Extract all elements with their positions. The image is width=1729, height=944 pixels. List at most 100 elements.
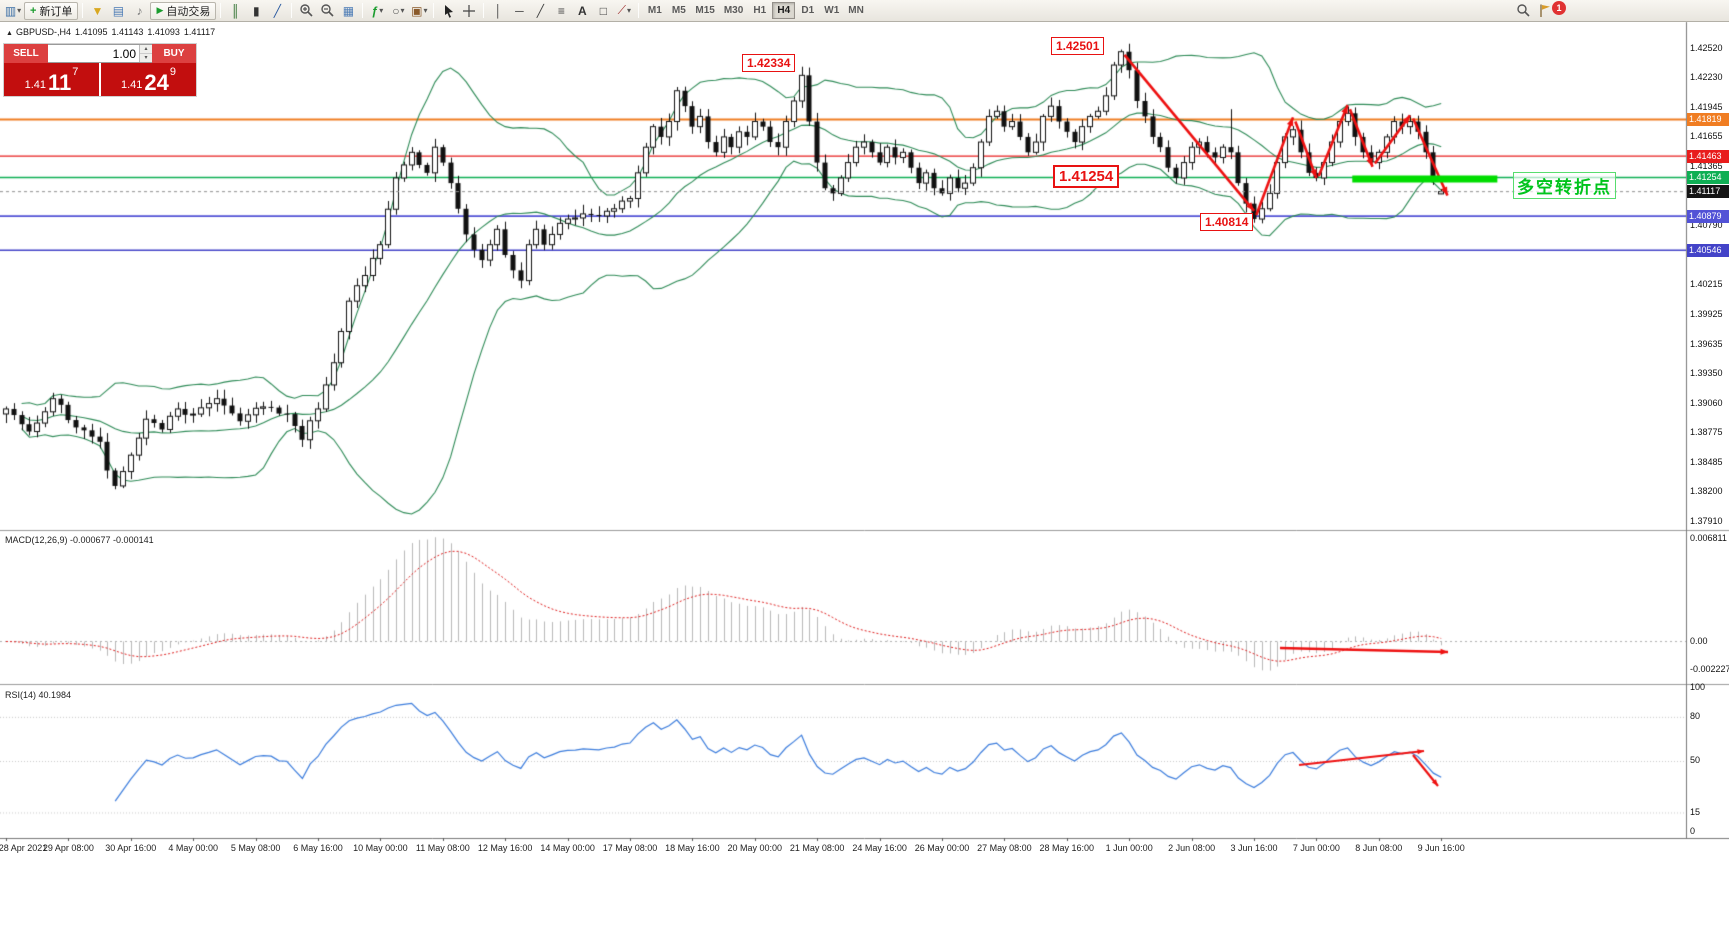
toolbar-separator — [638, 3, 640, 18]
time-axis-label: 29 Apr 08:00 — [42, 843, 94, 853]
new-order-button[interactable]: + 新订单 — [24, 1, 79, 20]
price-scale-label: 1.42520 — [1690, 42, 1723, 53]
timeframe-h4[interactable]: H4 — [772, 2, 796, 19]
sound-icon[interactable]: ♪ — [136, 3, 143, 18]
fibonacci-tool-icon[interactable]: ≡ — [557, 3, 565, 18]
trendline-tool-icon[interactable]: ╱ — [536, 3, 544, 18]
line-chart-icon[interactable]: ╱ — [273, 3, 281, 18]
periods-icon[interactable]: ○ ▾ — [392, 3, 405, 18]
toolbar-separator — [483, 3, 485, 18]
price-annotation-1-42334[interactable]: 1.42334 — [742, 54, 796, 72]
timeframe-m15[interactable]: M15 — [695, 5, 715, 16]
price-scale-marker: 1.41819 — [1687, 113, 1729, 127]
buy-button[interactable]: 1.41 24 9 — [101, 63, 196, 96]
time-axis[interactable]: 28 Apr 2021 29 Apr 08:00 30 Apr 16:00 4 May… — [0, 839, 1686, 861]
price-annotation-1-40814[interactable]: 1.40814 — [1200, 213, 1254, 231]
templates-icon[interactable]: ▣ ▾ — [411, 3, 428, 18]
flag-icon[interactable] — [1535, 1, 1555, 19]
toolbar-right-cluster: 1 — [1513, 1, 1566, 19]
price-scale-label: 1.37910 — [1690, 515, 1723, 526]
open-value: 1.41095 — [74, 27, 108, 37]
new-order-icon: + — [30, 4, 37, 17]
time-axis-label: 4 May 00:00 — [168, 843, 218, 853]
buy-label[interactable]: BUY — [152, 44, 196, 63]
timeframe-d1[interactable]: D1 — [801, 5, 815, 16]
symbol-list-icon[interactable]: ▲ — [6, 30, 13, 37]
price-scale-label: 1.38775 — [1690, 427, 1723, 438]
label-tool-icon[interactable]: □ — [599, 3, 607, 18]
zoom-out-icon[interactable] — [317, 2, 337, 20]
price-scale-label: 1.40790 — [1690, 220, 1723, 231]
funnel-icon[interactable]: ▼ — [91, 3, 104, 18]
price-scale-marker: 1.40879 — [1687, 209, 1729, 223]
indicators-icon[interactable]: ƒ ▾ — [371, 3, 384, 18]
sell-label[interactable]: SELL — [4, 44, 48, 63]
price-scale-marker: 1.41254 — [1687, 171, 1729, 185]
timeframe-mn[interactable]: MN — [848, 5, 864, 16]
price-scale-label: 1.41945 — [1690, 101, 1723, 112]
price-scale-label: 1.41655 — [1690, 131, 1723, 142]
autotrading-button[interactable]: ▶ 自动交易 — [150, 1, 217, 20]
notification-badge[interactable]: 1 — [1552, 1, 1566, 15]
timeframe-m5[interactable]: M5 — [671, 5, 686, 16]
price-scale-marker: 1.41117 — [1687, 185, 1729, 199]
volume-stepper: ▴ ▾ — [139, 45, 152, 62]
sell-price-big: 11 — [48, 70, 72, 95]
search-icon[interactable] — [1513, 1, 1533, 19]
vertical-line-tool-icon[interactable]: │ — [494, 3, 503, 18]
text-tool-icon[interactable]: A — [578, 3, 587, 18]
buy-price-prefix: 1.41 — [120, 79, 143, 91]
time-axis-label: 30 Apr 16:00 — [105, 843, 157, 853]
sell-button[interactable]: 1.41 11 7 — [4, 63, 99, 96]
layouts-icon[interactable]: ▤ — [112, 3, 125, 18]
price-scale-marker: 1.41463 — [1687, 149, 1729, 163]
symbol-period: GBPUSD-,H4 — [15, 27, 71, 37]
toolbar-separator — [291, 3, 293, 18]
new-chart-icon[interactable]: ▥ ▾ — [4, 3, 22, 18]
volume-value[interactable]: 1.00 — [112, 47, 136, 61]
close-value: 1.41117 — [183, 27, 216, 37]
price-annotation-1-41254[interactable]: 1.41254 — [1053, 165, 1120, 188]
cursor-icon[interactable] — [438, 2, 458, 20]
crosshair-icon[interactable] — [459, 2, 479, 20]
time-axis-label: 27 May 08:00 — [977, 843, 1032, 853]
shapes-dropdown-icon[interactable]: ⟋ ▾ — [617, 3, 632, 17]
macd-scale-zero: 0.00 — [1690, 636, 1708, 646]
time-axis-label: 28 May 16:00 — [1039, 843, 1095, 853]
timeframe-h1[interactable]: H1 — [753, 5, 767, 16]
macd-scale-bottom: -0.002227 — [1690, 664, 1729, 674]
volume-down-button[interactable]: ▾ — [140, 54, 152, 62]
time-axis-label: 11 May 08:00 — [415, 843, 470, 853]
price-scale-label: 1.42230 — [1690, 72, 1723, 83]
macd-label: MACD(12,26,9) -0.000677 -0.000141 — [5, 535, 154, 545]
timeframe-w1[interactable]: W1 — [824, 5, 840, 16]
price-scale-label: 1.40215 — [1690, 279, 1723, 290]
rsi-scale-80: 80 — [1690, 711, 1701, 721]
volume-up-button[interactable]: ▴ — [140, 45, 152, 54]
timeframe-m1[interactable]: M1 — [647, 5, 662, 16]
ohlc-header: ▲ GBPUSD-,H4 1.41095 1.41143 1.41093 1.41117 — [6, 27, 219, 37]
price-annotation-1-42501[interactable]: 1.42501 — [1051, 37, 1105, 55]
time-axis-label: 12 May 16:00 — [477, 843, 533, 853]
bar-chart-icon[interactable]: ║ — [231, 3, 240, 18]
high-value: 1.41143 — [111, 27, 144, 37]
price-scale-label: 1.39925 — [1690, 308, 1723, 319]
candlestick-chart-icon[interactable]: ▮ — [253, 3, 260, 18]
rsi-scale-50: 50 — [1690, 755, 1701, 765]
time-axis-label: 2 Jun 08:00 — [1168, 843, 1216, 853]
tile-windows-icon[interactable]: ▦ — [342, 3, 355, 18]
horizontal-line-tool-icon[interactable]: ─ — [515, 3, 524, 18]
toolbar-separator — [220, 3, 222, 18]
price-divider — [99, 63, 101, 96]
sell-price-prefix: 1.41 — [24, 79, 47, 91]
time-axis-label: 9 Jun 16:00 — [1417, 843, 1465, 853]
timeframe-m30[interactable]: M30 — [723, 5, 744, 16]
zoom-in-icon[interactable] — [296, 2, 316, 20]
time-axis-label: 20 May 00:00 — [727, 843, 783, 853]
turning-point-annotation[interactable]: 多空转折点 — [1513, 172, 1616, 199]
time-axis-label: 26 May 00:00 — [914, 843, 970, 853]
volume-field[interactable]: 1.00 ▴ ▾ — [48, 44, 152, 63]
price-scale[interactable]: 1.42520 1.42230 1.41945 1.41655 1.41365 1.407… — [1687, 22, 1729, 839]
